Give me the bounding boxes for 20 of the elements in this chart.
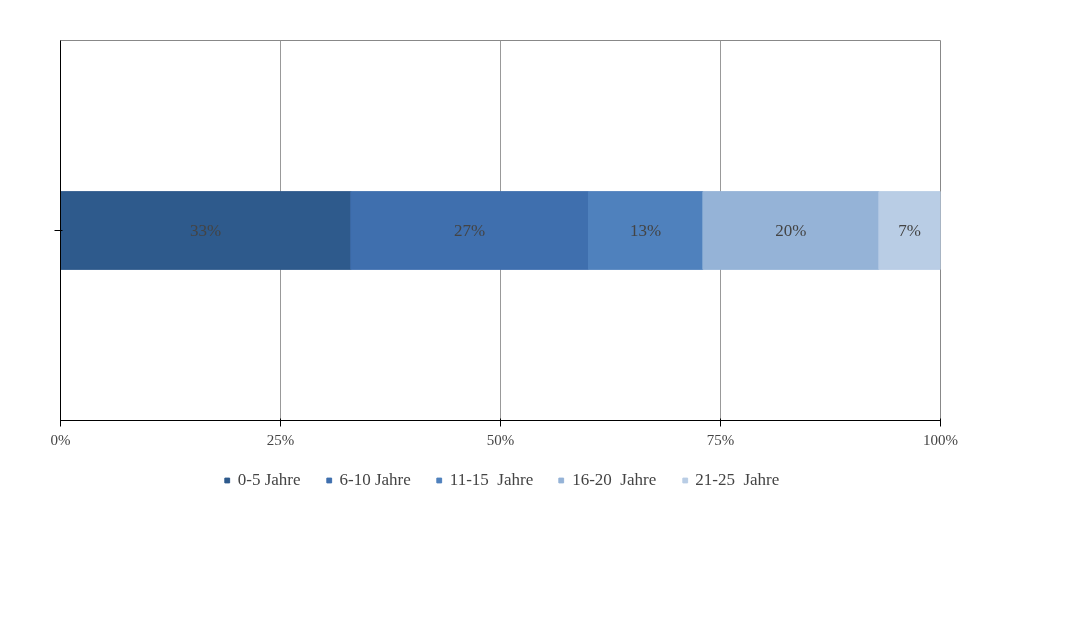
- data-label: 33%: [190, 221, 222, 240]
- legend-label: 21-25 Jahre: [695, 470, 780, 490]
- data-label: 7%: [898, 221, 922, 240]
- x-tick-label: 75%: [706, 431, 735, 448]
- bar: [702, 191, 880, 270]
- x-tick-label: 0%: [50, 431, 71, 448]
- bar: [588, 191, 704, 270]
- legend-label: 6-10 Jahre: [339, 470, 411, 490]
- bar: [60, 191, 352, 270]
- legend-label: 11-15 Jahre: [449, 470, 534, 490]
- x-tick-label: 50%: [486, 431, 515, 448]
- data-label: 13%: [630, 221, 662, 240]
- bar: [350, 191, 589, 270]
- legend-label: 16-20 Jahre: [572, 470, 657, 490]
- data-label: 27%: [454, 221, 486, 240]
- x-tick-label: 100%: [923, 431, 958, 448]
- bar: [878, 191, 941, 270]
- legend-label: 0-5 Jahre: [237, 470, 301, 490]
- x-tick-label: 25%: [266, 431, 295, 448]
- data-label: 20%: [775, 221, 807, 240]
